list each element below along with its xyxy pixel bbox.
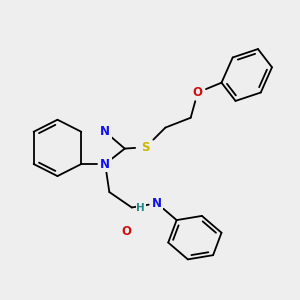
Text: O: O (121, 225, 131, 238)
Text: H: H (136, 203, 145, 213)
Text: O: O (193, 86, 203, 99)
Text: S: S (142, 141, 150, 154)
Text: N: N (100, 125, 110, 138)
Text: N: N (152, 197, 162, 210)
Text: N: N (100, 158, 110, 170)
